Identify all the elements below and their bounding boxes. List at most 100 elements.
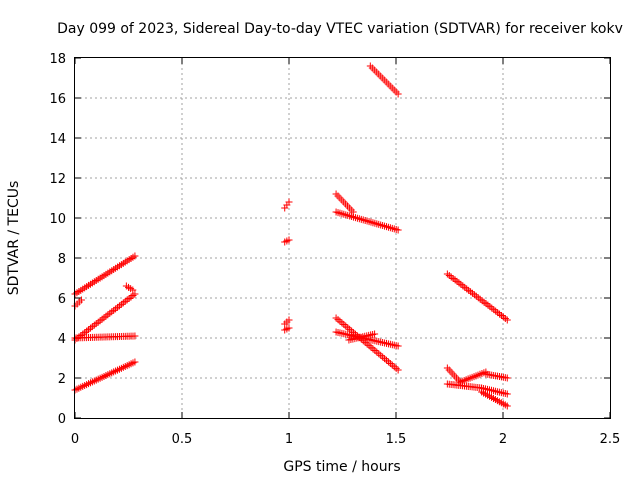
data-point: [131, 358, 139, 366]
data-point: [484, 301, 492, 309]
data-point: [494, 309, 502, 317]
grid-lines: [75, 58, 610, 418]
data-point: [447, 273, 455, 281]
data-point: [98, 315, 106, 323]
data-point: [388, 224, 396, 232]
data-point: [501, 315, 509, 323]
data-point: [375, 220, 383, 228]
data-point: [369, 345, 377, 353]
data-point: [336, 317, 344, 325]
data-point: [377, 221, 385, 229]
data-point: [285, 236, 293, 244]
data-point: [342, 211, 350, 219]
y-tick-label: 18: [49, 52, 66, 67]
y-tick-label: 14: [49, 132, 66, 147]
data-point: [348, 213, 356, 220]
data-point: [465, 286, 473, 294]
data-point: [365, 342, 373, 350]
x-tick-label: 0.5: [172, 432, 193, 447]
data-point: [102, 312, 110, 320]
y-tick-label: 16: [49, 92, 66, 107]
data-point: [379, 353, 387, 361]
data-point: [467, 288, 475, 296]
data-point: [383, 223, 391, 231]
data-point: [340, 321, 348, 328]
data-point: [468, 289, 476, 297]
data-point: [381, 222, 389, 230]
data-point: [457, 280, 465, 288]
data-point: [83, 327, 91, 335]
data-point: [88, 323, 96, 331]
data-point: [361, 216, 369, 224]
data-point: [355, 215, 363, 223]
data-point: [340, 210, 348, 218]
data-point: [453, 277, 461, 285]
data-point: [497, 312, 505, 320]
data-point: [125, 294, 133, 302]
data-point: [461, 283, 469, 291]
y-tick-label: 8: [58, 252, 66, 267]
data-point: [449, 274, 457, 282]
data-point: [384, 358, 392, 366]
data-point: [131, 252, 139, 260]
data-point: [96, 317, 104, 325]
data-point: [285, 198, 293, 206]
data-point: [94, 318, 102, 326]
data-point: [86, 324, 94, 332]
x-tick-label: 2: [499, 432, 507, 447]
data-point: [367, 343, 375, 351]
data-point: [394, 90, 402, 98]
x-tick-label: 0: [71, 432, 79, 447]
y-tick-label: 10: [49, 212, 66, 227]
data-point: [386, 224, 394, 232]
data-point: [463, 285, 471, 293]
y-tick-label: 0: [58, 412, 66, 427]
data-point: [375, 350, 383, 358]
data-point: [119, 299, 127, 307]
data-point: [285, 324, 293, 332]
data-point: [384, 223, 392, 231]
data-point: [499, 313, 507, 321]
data-point: [365, 218, 373, 226]
data-point: [470, 291, 478, 299]
data-point: [455, 279, 463, 287]
data-point: [371, 347, 379, 354]
y-axis-label: SDTVAR / TECUs: [6, 181, 22, 296]
data-point: [112, 305, 120, 313]
data-point: [394, 366, 402, 374]
y-tick-label: 2: [58, 372, 66, 387]
data-point: [379, 222, 387, 229]
data-point: [117, 300, 125, 308]
data-point: [472, 292, 480, 300]
data-point: [476, 295, 484, 303]
data-point: [482, 300, 490, 308]
data-point: [338, 210, 346, 218]
data-point: [285, 316, 293, 324]
y-tick-label: 4: [58, 332, 66, 347]
data-point: [369, 219, 377, 227]
data-point: [445, 271, 453, 279]
data-point: [90, 321, 98, 329]
data-point: [357, 215, 365, 223]
data-point: [100, 314, 108, 322]
data-point: [503, 402, 511, 410]
data-point: [490, 306, 498, 314]
data-point: [459, 282, 467, 290]
data-point: [129, 286, 137, 294]
data-point: [363, 217, 371, 225]
data-point: [443, 270, 451, 278]
data-point: [353, 214, 361, 222]
data-point: [381, 355, 389, 363]
data-point: [92, 320, 100, 328]
data-point: [342, 322, 350, 330]
data-point: [110, 306, 118, 314]
data-point: [377, 351, 385, 359]
data-point: [332, 314, 340, 322]
data-point: [344, 324, 352, 332]
data-point: [121, 297, 129, 305]
y-tick-label: 6: [58, 292, 66, 307]
x-tick-label: 2.5: [600, 432, 621, 447]
data-points: [71, 62, 511, 410]
data-point: [383, 356, 391, 364]
